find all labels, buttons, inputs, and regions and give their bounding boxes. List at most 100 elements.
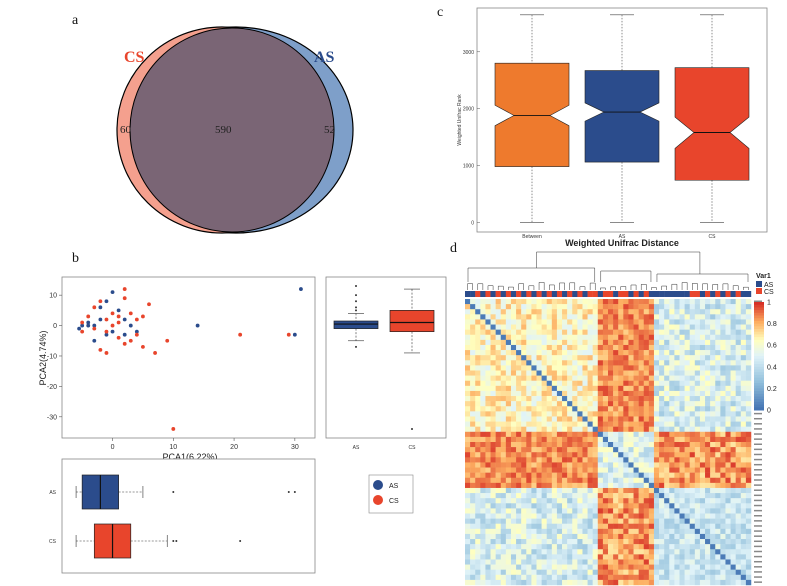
heatmap-cell <box>592 457 599 463</box>
heatmap-cell <box>679 334 685 341</box>
heatmap-cell <box>684 385 690 392</box>
heatmap-cell <box>546 334 553 341</box>
heatmap-cell <box>470 350 476 356</box>
heatmap-cell <box>490 554 496 560</box>
heatmap-cell <box>465 508 471 514</box>
heatmap-cell <box>699 304 706 310</box>
heatmap-cell <box>587 299 593 305</box>
heatmap-cell <box>587 472 593 478</box>
heatmap-cell <box>592 533 599 540</box>
heatmap-cell <box>521 314 527 320</box>
heatmap-cell <box>516 370 522 376</box>
heatmap-cell <box>735 462 742 468</box>
heatmap-cell <box>740 401 747 407</box>
heatmap-cell <box>684 579 690 586</box>
heatmap-cell <box>720 329 726 335</box>
heatmap-cell <box>510 365 517 371</box>
heatmap-cell <box>689 324 696 330</box>
heatmap-cell <box>689 350 696 356</box>
heatmap-cell <box>628 442 634 448</box>
heatmap-cell <box>490 319 496 325</box>
heatmap-cell <box>480 314 486 320</box>
heatmap-cell <box>510 319 517 325</box>
heatmap-cell <box>715 493 721 499</box>
heatmap-cell <box>531 406 537 412</box>
heatmap-cell <box>480 380 486 387</box>
heatmap-cell <box>745 544 752 550</box>
heatmap-cell <box>608 518 614 524</box>
heatmap-cell <box>674 498 680 504</box>
heatmap-cell <box>562 411 568 417</box>
group-bar-cell <box>475 291 481 297</box>
heatmap-cell <box>664 334 670 341</box>
heatmap-cell <box>618 493 624 499</box>
heatmap-cell <box>475 426 481 433</box>
heatmap-row-label <box>754 489 762 491</box>
heatmap-cell <box>699 452 706 458</box>
heatmap-cell <box>592 493 599 499</box>
heatmap-cell <box>470 564 476 570</box>
heatmap-cell <box>495 442 501 448</box>
heatmap-cell <box>735 559 742 565</box>
heatmap-cell <box>674 355 680 361</box>
heatmap-cell <box>500 436 507 443</box>
heatmap-cell <box>608 304 614 310</box>
heatmap-cell <box>699 390 706 397</box>
pca-point-cs <box>122 296 127 301</box>
heatmap-cell <box>664 498 670 504</box>
heatmap-cell <box>694 406 701 412</box>
heatmap-cell <box>526 574 532 581</box>
heatmap-cell <box>505 462 512 468</box>
heatmap-cell <box>638 344 644 351</box>
heatmap-cell <box>541 477 547 484</box>
heatmap-cell <box>694 569 701 576</box>
heatmap-cell <box>597 513 604 519</box>
heatmap-cell <box>669 467 675 473</box>
heatmap-cell <box>684 401 690 407</box>
heatmap-cell <box>510 493 517 499</box>
pca-point-cs <box>171 427 176 431</box>
group-bar-cell <box>633 291 639 297</box>
heatmap-cell <box>475 314 481 320</box>
heatmap-cell <box>556 416 563 422</box>
heatmap-cell <box>689 549 696 555</box>
heatmap-cell <box>505 472 512 478</box>
heatmap-cell <box>689 513 696 519</box>
heatmap-cell <box>592 431 599 438</box>
heatmap-cell <box>577 350 583 356</box>
pca-x-tick-label: 30 <box>291 444 299 451</box>
group-bar-cell <box>674 291 680 297</box>
heatmap-cell <box>725 442 731 448</box>
heatmap-cell <box>490 390 496 397</box>
heatmap-cell <box>613 355 619 361</box>
heatmap-cell <box>526 523 532 530</box>
group-bar-cell <box>684 291 690 297</box>
heatmap-cell <box>730 559 736 565</box>
heatmap-cell <box>710 380 716 387</box>
heatmap-cell <box>495 324 501 330</box>
heatmap-cell <box>551 390 558 397</box>
heatmap-cell <box>465 539 471 545</box>
heatmap-cell <box>633 452 639 458</box>
heatmap-cell <box>689 503 696 509</box>
heatmap-cell <box>495 452 501 458</box>
heatmap-cell <box>475 472 481 478</box>
heatmap-cell <box>592 549 599 555</box>
heatmap-cell <box>664 533 670 540</box>
hbox-outlier <box>293 491 296 493</box>
heatmap-cell <box>485 447 491 453</box>
heatmap-cell <box>592 523 599 530</box>
heatmap-cell <box>613 452 619 458</box>
heatmap-cell <box>608 549 614 555</box>
unifrac-y-label: Weighted Unifrac Rank <box>457 94 463 146</box>
heatmap-cell <box>556 452 563 458</box>
heatmap-cell <box>567 554 573 560</box>
heatmap-cell <box>551 334 558 341</box>
heatmap-cell <box>485 426 491 433</box>
heatmap-cell <box>613 309 619 315</box>
colorbar-tick-label: 0 <box>767 408 771 415</box>
heatmap-cell <box>643 416 650 422</box>
heatmap-cell <box>694 350 701 356</box>
heatmap-cell <box>572 390 578 397</box>
heatmap-cell <box>475 554 481 560</box>
